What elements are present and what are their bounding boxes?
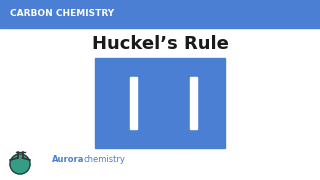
Circle shape [10, 154, 30, 174]
Text: Aurora: Aurora [52, 156, 84, 165]
Text: CARBON CHEMISTRY: CARBON CHEMISTRY [10, 10, 114, 19]
Bar [0, 0, 320, 28]
Text: Huckel’s Rule: Huckel’s Rule [92, 35, 228, 53]
Text: chemistry: chemistry [84, 156, 126, 165]
Bar [189, 77, 196, 129]
Bar [130, 77, 137, 129]
Bar [95, 58, 225, 148]
Circle shape [10, 154, 30, 174]
